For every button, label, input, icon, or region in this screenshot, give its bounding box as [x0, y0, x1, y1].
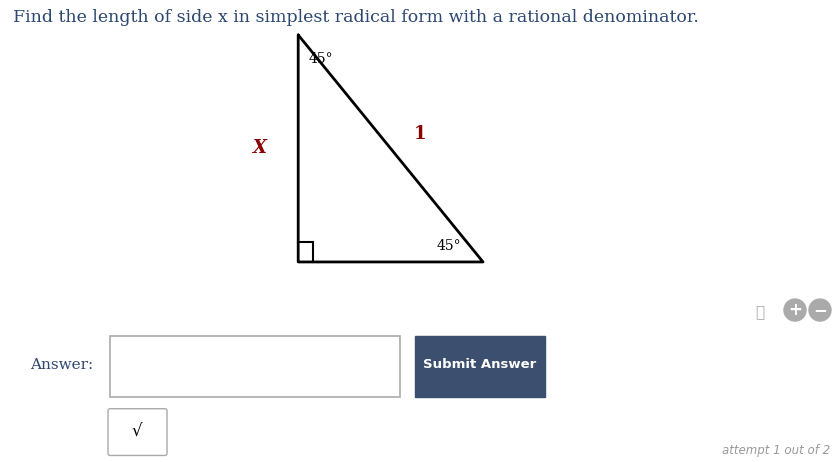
Text: Submit Answer: Submit Answer: [423, 358, 537, 371]
FancyBboxPatch shape: [110, 335, 400, 397]
Text: 🖳: 🖳: [755, 305, 764, 320]
Text: X: X: [254, 140, 267, 158]
Text: attempt 1 out of 2: attempt 1 out of 2: [722, 444, 830, 457]
Text: +: +: [788, 301, 802, 319]
Text: 45°: 45°: [437, 239, 461, 253]
FancyBboxPatch shape: [415, 335, 545, 397]
Text: 45°: 45°: [308, 52, 333, 67]
Text: 1: 1: [414, 125, 426, 143]
Text: Answer:: Answer:: [30, 358, 93, 371]
Text: Find the length of side x in simplest radical form with a rational denominator.: Find the length of side x in simplest ra…: [13, 9, 699, 26]
Text: −: −: [813, 301, 827, 319]
Circle shape: [784, 299, 806, 321]
Circle shape: [809, 299, 831, 321]
Text: √: √: [132, 423, 142, 441]
FancyBboxPatch shape: [108, 409, 167, 456]
